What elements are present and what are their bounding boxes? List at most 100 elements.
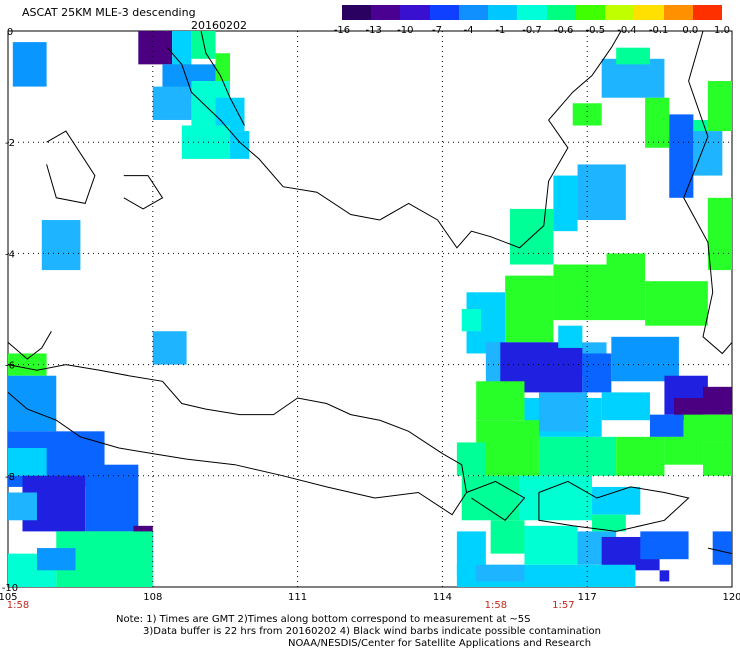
grid-lines bbox=[8, 31, 732, 587]
colorbar-segment bbox=[546, 5, 576, 20]
heatmap-cell bbox=[707, 197, 732, 271]
heatmap-cell bbox=[669, 114, 694, 198]
coastline bbox=[7, 364, 468, 516]
y-tick-label: -2 bbox=[5, 138, 15, 149]
heatmap-cell bbox=[553, 175, 578, 232]
heatmap-cell bbox=[674, 397, 704, 421]
colorbar bbox=[342, 5, 723, 20]
colorbar-segment bbox=[458, 5, 489, 20]
heatmap-cell bbox=[606, 253, 646, 321]
heatmap-cell bbox=[12, 42, 47, 87]
heatmap-cell bbox=[616, 47, 650, 65]
coastline bbox=[166, 30, 622, 249]
heatmap-cell bbox=[592, 486, 641, 515]
heatmap-cell bbox=[505, 275, 554, 343]
x-tick-label: 111 bbox=[288, 592, 307, 603]
notes-block: Note: 1) Times are GMT 2)Times along bot… bbox=[116, 614, 601, 650]
colorbar-segment bbox=[575, 5, 606, 20]
coastline bbox=[123, 175, 164, 210]
heatmap-cell bbox=[85, 464, 139, 532]
x-tick-label: 117 bbox=[578, 592, 597, 603]
heatmap-cell bbox=[152, 86, 192, 120]
x-tick-label: 120 bbox=[722, 592, 740, 603]
note-line-1: Note: 1) Times are GMT 2)Times along bot… bbox=[116, 614, 531, 625]
heatmap-cell bbox=[524, 525, 578, 565]
heatmap-cell bbox=[181, 125, 231, 159]
colorbar-segment bbox=[692, 5, 723, 20]
coastline bbox=[538, 480, 690, 532]
heatmap-cell bbox=[191, 31, 216, 59]
heatmap-cell bbox=[577, 164, 626, 221]
colorbar-segment bbox=[342, 5, 372, 20]
heatmap-cell bbox=[703, 442, 732, 476]
heatmap-cell bbox=[456, 442, 486, 476]
note-line-3: NOAA/NESDIS/Center for Satellite Applica… bbox=[288, 638, 592, 649]
axis-ticks: 105 108 111 114 117 120 0 -2 -4 -6 -8 -10 bbox=[0, 27, 740, 603]
heatmap-cell bbox=[558, 325, 583, 348]
pass-time-label: 1:58 bbox=[7, 600, 29, 611]
pass-times: 1:58 1:58 1:57 bbox=[7, 600, 575, 611]
x-tick-label: 114 bbox=[433, 592, 452, 603]
x-tick-label: 105 bbox=[0, 592, 18, 603]
heatmap-cell bbox=[572, 103, 602, 126]
heatmap-cell bbox=[611, 336, 679, 382]
heatmap-cell bbox=[659, 570, 670, 582]
heatmap-cell bbox=[645, 97, 670, 148]
heatmap-cell bbox=[645, 281, 708, 326]
chart-date: 20160202 bbox=[191, 19, 247, 32]
heatmap-cell bbox=[461, 309, 482, 332]
heatmap-cell bbox=[172, 31, 192, 70]
colorbar-segment bbox=[371, 5, 401, 20]
heatmap-cell bbox=[601, 392, 650, 421]
heatmap-cell bbox=[476, 420, 539, 476]
coastline bbox=[683, 30, 733, 355]
colorbar-segment bbox=[634, 5, 664, 20]
colorbar-segment bbox=[400, 5, 430, 20]
heatmap-cell bbox=[490, 520, 525, 554]
heatmap-cell bbox=[693, 131, 723, 176]
heatmap-cell bbox=[601, 58, 665, 98]
heatmap-cell bbox=[703, 386, 732, 415]
heatmap-cell bbox=[538, 436, 617, 476]
pass-time-label: 1:58 bbox=[485, 600, 507, 611]
chart-title: ASCAT 25KM MLE-3 descending bbox=[22, 6, 196, 19]
colorbar-segment bbox=[517, 5, 547, 20]
heatmap-cell bbox=[582, 353, 612, 393]
heatmap-cell bbox=[707, 81, 732, 132]
heatmap-cell bbox=[519, 475, 593, 521]
plot-frame bbox=[7, 30, 733, 588]
heatmap-cell bbox=[538, 392, 588, 432]
heatmap-cell bbox=[712, 531, 732, 565]
coastline bbox=[7, 330, 52, 360]
y-tick-label: -6 bbox=[5, 361, 15, 372]
heatmap-cell bbox=[36, 548, 76, 571]
heatmap-cell bbox=[640, 531, 689, 560]
heatmap-cell bbox=[664, 436, 704, 465]
x-tick-label: 108 bbox=[143, 592, 162, 603]
colorbar-segment bbox=[605, 5, 635, 20]
colorbar-segment bbox=[488, 5, 518, 20]
coastline bbox=[46, 130, 96, 204]
heatmap-cells bbox=[8, 31, 732, 587]
heatmap-cell bbox=[649, 414, 684, 437]
colorbar-segment bbox=[663, 5, 693, 20]
coastline bbox=[200, 30, 245, 126]
y-tick-label: -4 bbox=[5, 249, 15, 260]
heatmap-cell bbox=[138, 31, 173, 65]
coastlines bbox=[7, 30, 733, 555]
heatmap-cell bbox=[152, 331, 187, 365]
coastline bbox=[466, 480, 526, 521]
heatmap-cell bbox=[215, 53, 231, 82]
colorbar-segment bbox=[429, 5, 459, 20]
y-tick-label: -10 bbox=[2, 583, 18, 594]
heatmap-cell bbox=[476, 564, 525, 582]
y-tick-label: 0 bbox=[7, 27, 13, 38]
pass-time-label: 1:57 bbox=[552, 600, 574, 611]
heatmap-cell bbox=[592, 514, 626, 532]
heatmap-cell bbox=[41, 220, 81, 271]
heatmap-cell bbox=[616, 436, 665, 476]
heatmap-cell bbox=[230, 131, 250, 159]
heatmap-cell bbox=[8, 375, 57, 432]
heatmap-cell bbox=[8, 448, 47, 476]
heatmap-cell bbox=[476, 381, 525, 421]
